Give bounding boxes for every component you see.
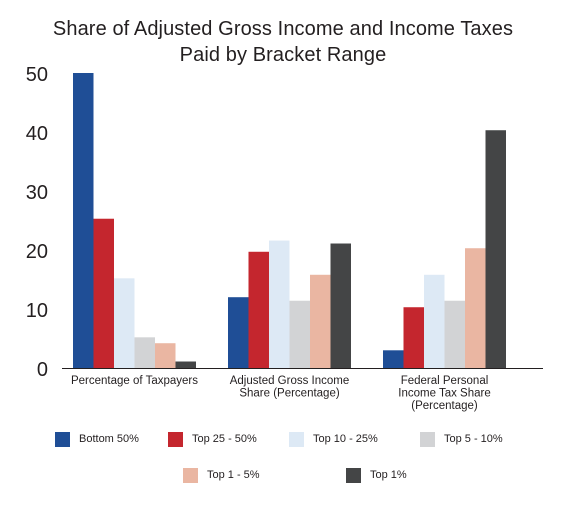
bar: [444, 300, 465, 368]
legend-label: Bottom 50%: [79, 433, 139, 445]
bar: [403, 307, 424, 368]
bar: [93, 218, 114, 368]
y-tick-label: 40: [26, 123, 48, 145]
legend-swatch: [55, 431, 70, 447]
bar: [228, 297, 249, 368]
legend-swatch: [420, 431, 435, 447]
bar: [310, 274, 331, 368]
x-category-label: Percentage of Taxpayers: [71, 375, 198, 387]
legend-swatch: [183, 467, 198, 483]
bar: [465, 248, 486, 368]
x-category-label: Adjusted Gross Income: [230, 375, 350, 387]
legend-label: Top 1%: [370, 469, 407, 481]
legend-item: Top 5 - 10%: [420, 430, 503, 448]
y-tick-label: 50: [26, 64, 48, 86]
bar: [330, 243, 351, 368]
x-category-label: Income Tax Share: [398, 388, 490, 400]
legend-item: Top 1 - 5%: [183, 466, 260, 484]
legend-item: Top 10 - 25%: [289, 430, 378, 448]
legend-item: Top 25 - 50%: [168, 430, 257, 448]
legend-swatch: [168, 431, 183, 447]
chart-title-line-1: Share of Adjusted Gross Income and Incom…: [52, 18, 514, 40]
legend-item: Top 1%: [346, 466, 407, 484]
legend-swatch: [346, 467, 361, 483]
legend-swatch: [289, 431, 304, 447]
bar: [73, 73, 94, 368]
y-tick-label: 0: [37, 359, 48, 381]
bar: [248, 251, 269, 368]
bar: [175, 361, 196, 368]
bar: [424, 274, 445, 368]
y-tick-label: 30: [26, 182, 48, 204]
bar: [289, 300, 310, 368]
y-tick-label: 10: [26, 300, 48, 322]
bar: [134, 337, 155, 368]
legend-label: Top 1 - 5%: [207, 469, 260, 481]
legend-item: Bottom 50%: [55, 430, 139, 448]
legend-label: Top 25 - 50%: [192, 433, 257, 445]
x-category-label: (Percentage): [411, 400, 478, 412]
legend-label: Top 5 - 10%: [444, 433, 503, 445]
bar: [485, 130, 506, 368]
chart-title-line-2: Paid by Bracket Range: [179, 44, 387, 66]
bar: [383, 350, 404, 368]
y-tick-label: 20: [26, 241, 48, 263]
legend-label: Top 10 - 25%: [313, 433, 378, 445]
bar: [114, 278, 135, 368]
bar: [155, 343, 176, 368]
x-category-label: Federal Personal: [401, 375, 489, 387]
bar: [269, 240, 290, 368]
x-category-label: Share (Percentage): [239, 388, 340, 400]
